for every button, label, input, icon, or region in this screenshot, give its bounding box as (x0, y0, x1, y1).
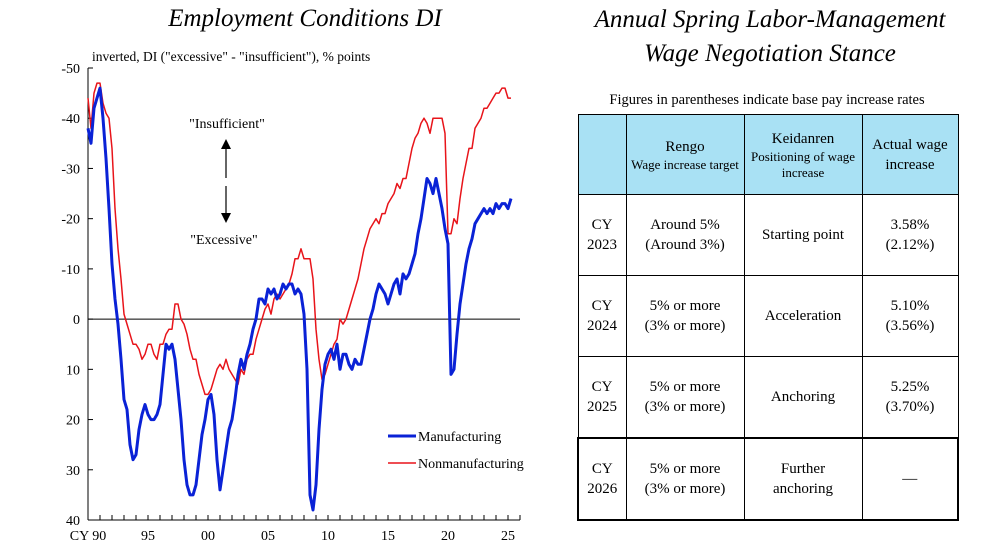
actual-cell-text: 5.10% (890, 298, 930, 314)
actual-cell-text: 5.25% (890, 379, 930, 395)
keidanren-cell: Acceleration (743, 275, 863, 357)
wage-negotiation-table: Rengo Wage increase target Keidanren Pos… (577, 114, 959, 521)
header-rengo-main: Rengo (665, 138, 705, 155)
x-tick-label: 20 (441, 529, 455, 544)
y-tick-label: 40 (66, 514, 80, 529)
actual-cell: 5.25% (3.70%) (861, 356, 959, 439)
year-cell: CY 2026 (577, 437, 627, 521)
rengo-cell: 5% or more (3% or more) (625, 275, 745, 357)
table-note: Figures in parentheses indicate base pay… (609, 92, 925, 108)
year-cell-text: CY (591, 217, 613, 233)
rengo-cell-text: (3% or more) (644, 399, 726, 415)
legend-label-manufacturing: Manufacturing (418, 430, 501, 445)
arrow-down-icon (221, 213, 231, 223)
year-cell-text: CY (591, 461, 613, 477)
table-title-line2: Wage Negotiation Stance (644, 40, 896, 67)
header-keidanren-main: Keidanren (771, 130, 835, 147)
x-tick-label: 10 (321, 529, 335, 544)
y-tick-label: 30 (66, 464, 80, 479)
header-actual: Actual wage increase (861, 114, 959, 195)
actual-cell-text: (2.12%) (885, 237, 935, 253)
year-cell-text: 2025 (587, 399, 617, 415)
legend-label-nonmanufacturing: Nonmanufacturing (418, 457, 524, 472)
actual-cell: 5.10% (3.56%) (861, 275, 959, 357)
arrow-up-icon (221, 139, 231, 149)
year-cell: CY 2023 (577, 194, 627, 276)
header-rengo: Rengo Wage increase target (625, 114, 745, 195)
annotation-insufficient: "Insufficient" (189, 117, 265, 132)
rengo-cell-text: 5% or more (649, 298, 721, 314)
header-rengo-sub: Wage increase target (631, 156, 739, 172)
employment-di-chart: inverted, DI ("excessive" - "insufficien… (61, 49, 524, 544)
keidanren-cell-text: Further (780, 461, 826, 477)
year-cell-text: 2023 (587, 237, 617, 253)
header-actual-main: Actual wage increase (872, 136, 948, 173)
keidanren-cell-text: Starting point (761, 227, 845, 243)
keidanren-cell: Anchoring (743, 356, 863, 439)
x-tick-label: CY 90 (70, 529, 106, 544)
actual-cell-text: ― (902, 471, 918, 487)
table-header-row: Rengo Wage increase target Keidanren Pos… (577, 114, 959, 195)
y-tick-label: -40 (61, 112, 80, 127)
y-tick-label: 20 (66, 414, 80, 429)
rengo-cell-text: Around 5% (650, 217, 720, 233)
keidanren-cell-text: Anchoring (770, 389, 836, 405)
x-tick-label: 00 (201, 529, 215, 544)
header-keidanren: Keidanren Positioning of wage increase (743, 114, 863, 195)
series-line-nonmanufacturing (87, 82, 511, 396)
table-row: CY 2024 5% or more (3% or more) Acceleration… (577, 275, 959, 357)
table-row: CY 2023 Around 5% (Around 3%) Starting point… (577, 194, 959, 276)
year-cell-text: CY (591, 298, 613, 314)
x-tick-label: 25 (501, 529, 515, 544)
x-tick-label: 05 (261, 529, 275, 544)
y-tick-label: -10 (61, 263, 80, 278)
rengo-cell-text: (3% or more) (644, 481, 726, 497)
header-blank (577, 114, 627, 195)
x-tick-label: 15 (381, 529, 395, 544)
keidanren-cell-text: Acceleration (764, 308, 842, 324)
header-keidanren-sub: Positioning of wage increase (751, 148, 855, 180)
year-cell-text: 2026 (587, 481, 618, 497)
series-line-manufacturing (86, 86, 513, 512)
y-tick-label: -20 (61, 213, 80, 228)
y-tick-label: -30 (61, 162, 80, 177)
y-axis-label: inverted, DI ("excessive" - "insufficien… (92, 49, 370, 64)
keidanren-cell-text: anchoring (773, 481, 833, 497)
table-row: CY 2025 5% or more (3% or more) Anchoring 5.2… (577, 356, 959, 439)
rengo-cell: Around 5% (Around 3%) (625, 194, 745, 276)
rengo-cell-text: (Around 3%) (645, 237, 725, 253)
year-cell: CY 2024 (577, 275, 627, 357)
table-title-line1: Annual Spring Labor-Management (594, 6, 946, 33)
actual-cell-text: (3.70%) (885, 399, 935, 415)
actual-cell: 3.58% (2.12%) (861, 194, 959, 276)
rengo-cell: 5% or more (3% or more) (625, 437, 745, 521)
keidanren-cell: Starting point (743, 194, 863, 276)
actual-cell: ― (861, 437, 959, 521)
actual-cell-text: (3.56%) (885, 318, 935, 334)
y-tick-label: 0 (73, 313, 80, 328)
table-row: CY 2026 5% or more (3% or more) Further ancho… (577, 437, 959, 521)
chart-title: Employment Conditions DI (168, 5, 442, 32)
y-tick-label: -50 (61, 62, 80, 77)
year-cell: CY 2025 (577, 356, 627, 439)
rengo-cell-text: 5% or more (649, 379, 721, 395)
rengo-cell-text: 5% or more (649, 461, 721, 477)
x-tick-label: 95 (141, 529, 155, 544)
year-cell-text: 2024 (587, 318, 617, 334)
rengo-cell-text: (3% or more) (644, 318, 726, 334)
rengo-cell: 5% or more (3% or more) (625, 356, 745, 439)
annotation-excessive: "Excessive" (190, 233, 257, 248)
keidanren-cell: Further anchoring (743, 437, 863, 521)
year-cell-text: CY (591, 379, 613, 395)
y-tick-label: 10 (66, 363, 80, 378)
actual-cell-text: 3.58% (890, 217, 930, 233)
